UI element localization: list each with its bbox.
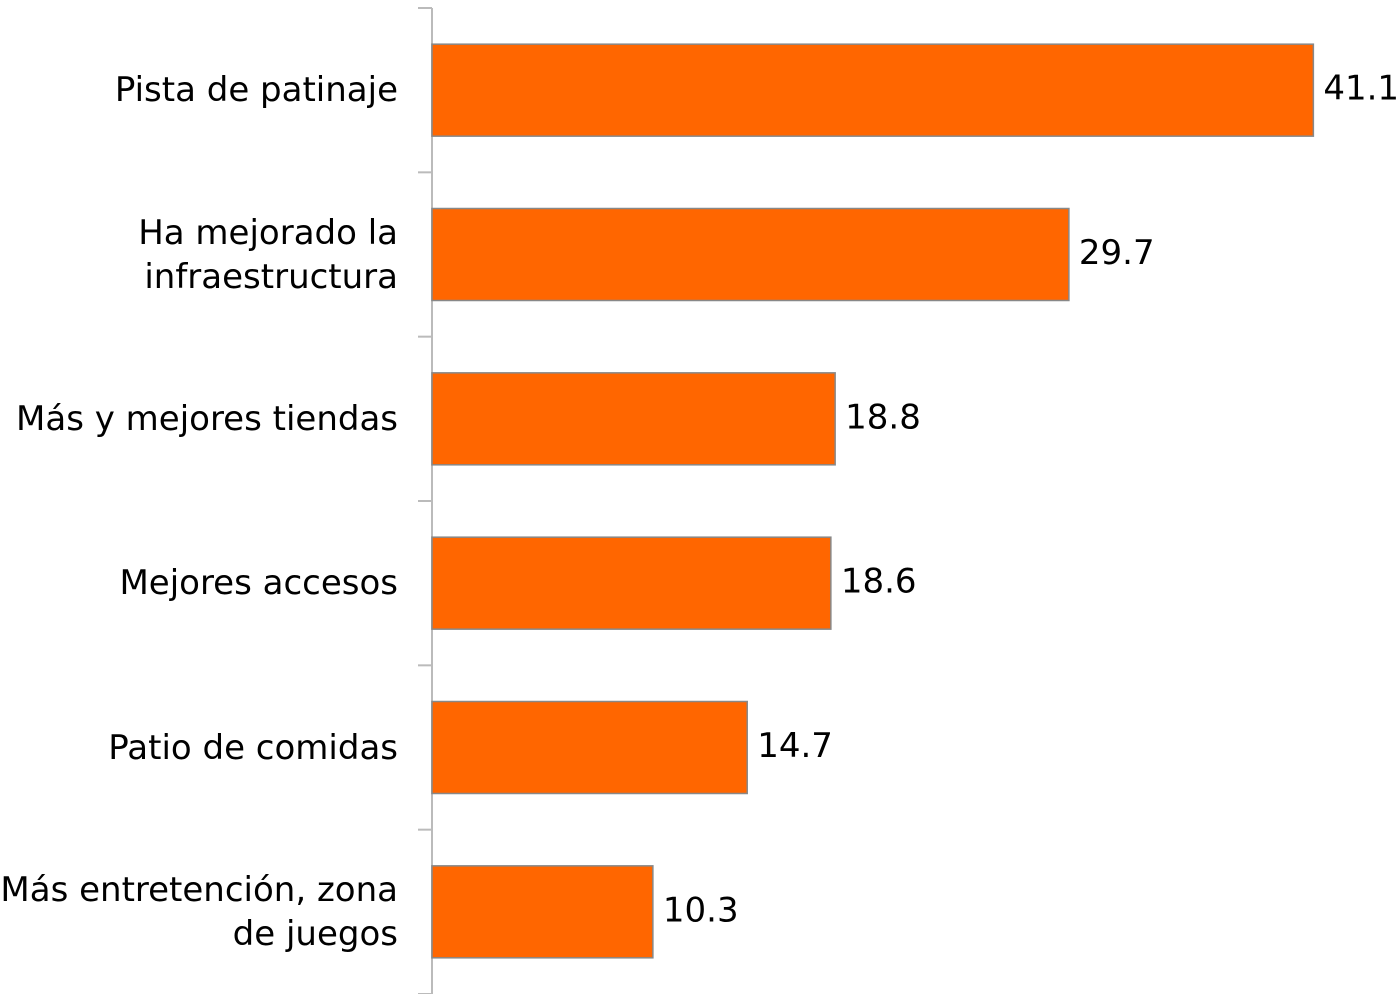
- category-label: Mejores accesos: [119, 563, 398, 604]
- value-label: 41.1: [1323, 69, 1397, 109]
- value-label: 18.6: [841, 562, 917, 602]
- bar: [431, 207, 1070, 302]
- bar: [431, 536, 832, 630]
- category-label: Pista de patinaje: [114, 70, 398, 111]
- category-label: Ha mejorado la infraestructura: [138, 212, 398, 297]
- bar: [431, 865, 654, 959]
- bar: [431, 700, 748, 795]
- bar: [431, 43, 1315, 137]
- value-label: 29.7: [1079, 233, 1155, 273]
- category-label: Patio de comidas: [108, 727, 398, 768]
- value-label: 10.3: [663, 890, 739, 930]
- category-label: Más y mejores tiendas: [16, 398, 398, 439]
- category-label: Más entretención, zona de juegos: [0, 869, 398, 954]
- bar: [431, 372, 836, 466]
- value-label: 18.8: [845, 397, 921, 437]
- value-label: 14.7: [757, 726, 833, 766]
